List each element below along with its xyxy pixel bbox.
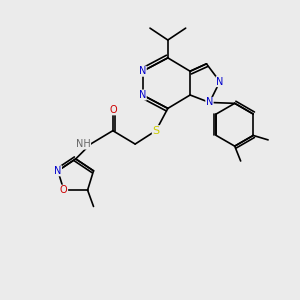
Text: N: N xyxy=(139,66,146,76)
Text: O: O xyxy=(109,105,117,115)
Text: N: N xyxy=(139,90,146,100)
Text: N: N xyxy=(206,98,213,107)
Text: N: N xyxy=(216,76,224,87)
Text: NH: NH xyxy=(76,139,91,149)
Text: O: O xyxy=(60,185,68,195)
Text: S: S xyxy=(152,126,160,136)
Text: N: N xyxy=(54,166,61,176)
